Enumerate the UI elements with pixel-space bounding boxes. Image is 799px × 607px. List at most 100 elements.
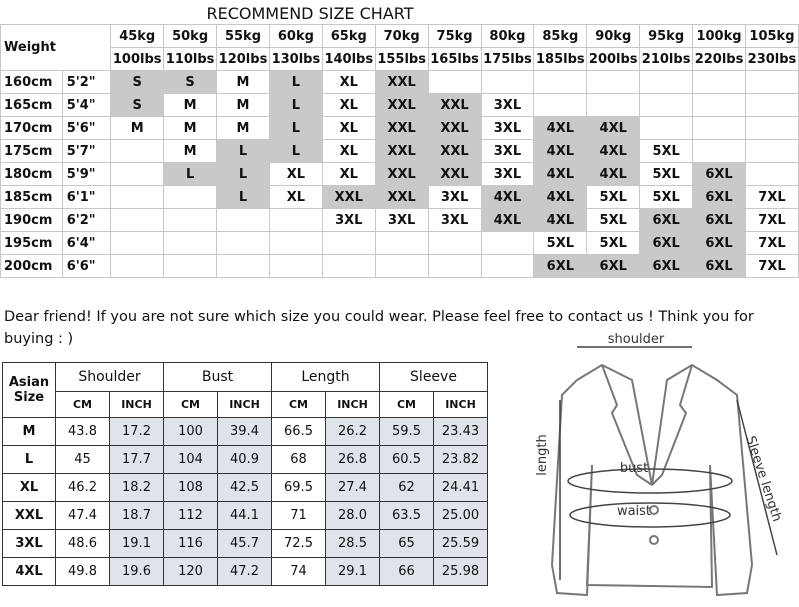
size-cell <box>216 208 270 232</box>
size-cell: 4XL <box>586 116 641 140</box>
size-cell: 5XL <box>586 231 641 255</box>
weight-lbs: 140lbs <box>321 47 376 71</box>
size-cell <box>110 162 165 186</box>
size-cell: 5XL <box>639 162 694 186</box>
size-row: 160cm 5'2" S S M L XL XXL <box>0 70 799 94</box>
size-chart-table: Weight 45kg 50kg 55kg 60kg 65kg 70kg 75kg 80kg 85… <box>0 24 799 278</box>
size-cell: 5XL <box>586 208 641 232</box>
size-cell: 3XL <box>480 162 535 186</box>
unit-row: CM INCH CM INCH CM INCH CM INCH <box>3 391 488 418</box>
size-cell: XXL <box>427 139 482 163</box>
size-cell <box>639 116 694 140</box>
size-cell: L <box>216 162 270 186</box>
size-label: 3XL <box>2 529 56 558</box>
height-cm: 170cm <box>0 116 63 140</box>
measure-cell: 112 <box>163 501 218 530</box>
size-cell: M <box>163 93 218 117</box>
size-label: XL <box>2 473 56 502</box>
size-cell: XL <box>268 185 323 209</box>
measure-row: 4XL 49.8 19.6 120 47.2 74 29.1 66 25.98 <box>2 557 488 586</box>
unit-header: CM <box>163 391 218 418</box>
unit-header: CM <box>271 391 326 418</box>
weight-kg: 105kg <box>744 24 799 48</box>
size-cell: M <box>110 116 165 140</box>
measure-cell: 17.2 <box>109 417 164 446</box>
size-cell <box>480 70 535 94</box>
measure-cell: 39.4 <box>217 417 272 446</box>
size-cell <box>639 70 694 94</box>
measure-cell: 23.43 <box>433 417 488 446</box>
height-ft: 5'4" <box>61 93 112 117</box>
size-cell: M <box>163 116 218 140</box>
size-row: 190cm 6'2" 3XL 3XL 3XL 4XL 4XL 5XL 6XL 6XL 7XL <box>0 208 799 232</box>
size-cell <box>744 162 799 186</box>
weight-kg: 45kg <box>110 24 165 48</box>
size-cell <box>163 254 218 278</box>
weight-lbs: 230lbs <box>744 47 799 71</box>
unit-header: INCH <box>109 391 164 418</box>
size-cell: XXL <box>321 185 376 209</box>
measure-cell: 28.0 <box>325 501 380 530</box>
measure-cell: 25.00 <box>433 501 488 530</box>
size-label: 4XL <box>2 557 56 586</box>
size-cell <box>586 70 641 94</box>
weight-lbs: 100lbs <box>110 47 165 71</box>
weight-kg: 70kg <box>374 24 429 48</box>
weight-lbs: 120lbs <box>216 47 270 71</box>
height-cm: 200cm <box>0 254 63 278</box>
size-cell: 3XL <box>374 208 429 232</box>
unit-header: CM <box>55 391 110 418</box>
measure-cell: 60.5 <box>379 445 434 474</box>
height-ft: 6'6" <box>61 254 112 278</box>
size-cell: L <box>216 185 270 209</box>
height-ft: 5'9" <box>61 162 112 186</box>
size-cell: XL <box>321 139 376 163</box>
size-cell: XXL <box>374 93 429 117</box>
weight-lbs: 130lbs <box>268 47 323 71</box>
size-cell <box>216 231 270 255</box>
measure-cell: 71 <box>271 501 326 530</box>
measure-cell: 27.4 <box>325 473 380 502</box>
size-cell <box>744 93 799 117</box>
size-cell: 3XL <box>427 185 482 209</box>
weight-lbs: 185lbs <box>533 47 588 71</box>
size-cell <box>692 70 746 94</box>
size-row: 170cm 5'6" M M M L XL XXL XXL 3XL 4XL 4XL <box>0 116 799 140</box>
group-header: Sleeve <box>379 362 488 392</box>
size-cell <box>744 116 799 140</box>
size-cell <box>374 254 429 278</box>
weight-kg: 100kg <box>692 24 746 48</box>
measure-cell: 19.6 <box>109 557 164 586</box>
size-cell: 6XL <box>639 254 694 278</box>
weight-kg: 50kg <box>163 24 218 48</box>
height-cm: 190cm <box>0 208 63 232</box>
size-cell: 6XL <box>692 254 746 278</box>
size-cell <box>110 208 165 232</box>
size-cell <box>163 185 218 209</box>
size-cell: 5XL <box>639 139 694 163</box>
size-cell: L <box>268 139 323 163</box>
size-cell <box>427 254 482 278</box>
size-cell: XXL <box>374 162 429 186</box>
size-cell: 4XL <box>533 139 588 163</box>
weight-lbs: 110lbs <box>163 47 218 71</box>
weight-lbs: 200lbs <box>586 47 641 71</box>
measure-cell: 66 <box>379 557 434 586</box>
weight-kg: 65kg <box>321 24 376 48</box>
size-cell: 7XL <box>744 231 799 255</box>
height-cm: 160cm <box>0 70 63 94</box>
size-cell <box>110 185 165 209</box>
measure-cell: 48.6 <box>55 529 110 558</box>
size-cell: S <box>110 93 165 117</box>
size-cell: XXL <box>427 162 482 186</box>
weight-kg: 85kg <box>533 24 588 48</box>
measure-cell: 63.5 <box>379 501 434 530</box>
size-cell: 6XL <box>692 185 746 209</box>
weight-kg: 75kg <box>427 24 482 48</box>
measure-cell: 25.98 <box>433 557 488 586</box>
measure-cell: 18.2 <box>109 473 164 502</box>
size-row: 200cm 6'6" 6XL 6XL 6XL 6XL 7XL <box>0 254 799 278</box>
measure-row: M 43.8 17.2 100 39.4 66.5 26.2 59.5 23.43 <box>2 417 488 446</box>
size-cell: XXL <box>374 139 429 163</box>
size-label: L <box>2 445 56 474</box>
